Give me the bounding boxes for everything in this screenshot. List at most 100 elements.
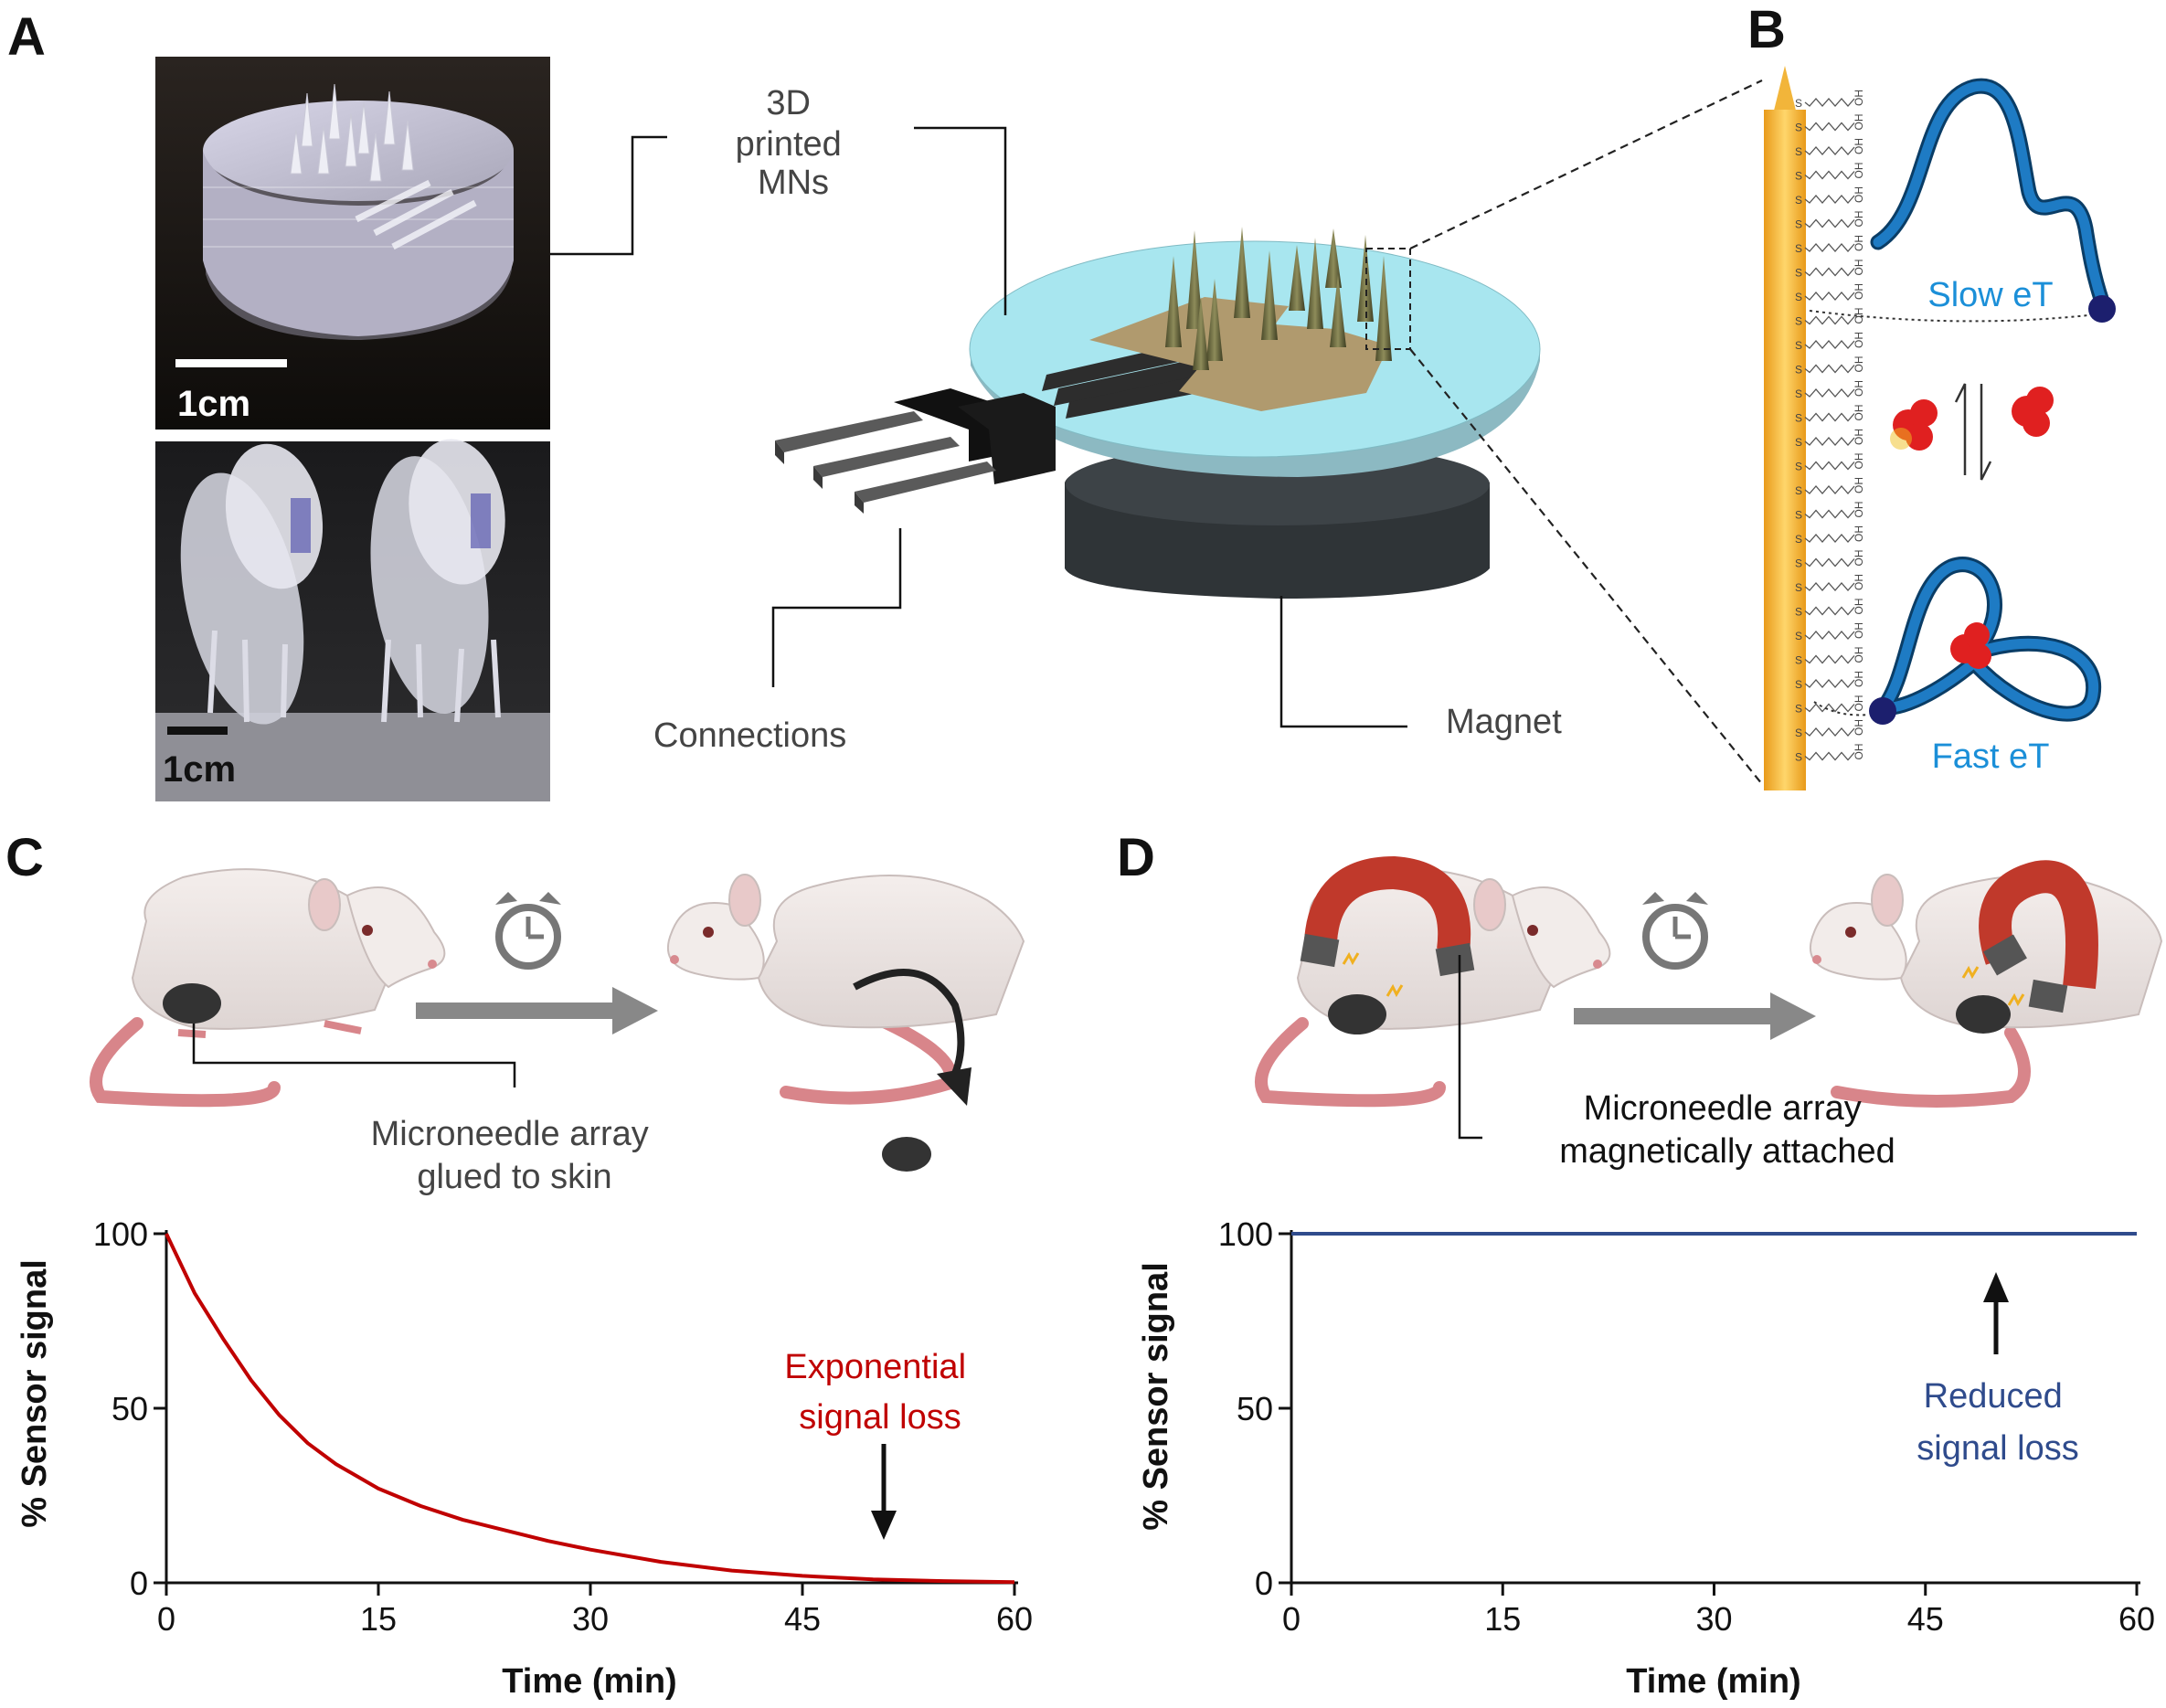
- alkane-chain: [1804, 679, 1855, 688]
- alkane-chain: [1804, 412, 1855, 422]
- alkane-chain: [1804, 315, 1855, 325]
- panel-d: D: [1117, 828, 2163, 1701]
- x-tick-label-c: 0: [157, 1600, 175, 1638]
- panel-a: A 1cm: [7, 7, 1763, 801]
- alkane-chain: [1804, 582, 1855, 591]
- panel-letter-c: C: [5, 828, 44, 887]
- hydroxyl-label: OH: [1853, 695, 1865, 712]
- x-tick-label-d: 30: [1695, 1600, 1732, 1638]
- alkane-chain: [1804, 122, 1855, 132]
- alkane-chain: [1804, 170, 1855, 180]
- ylabel-d: % Sensor signal: [1137, 1262, 1175, 1531]
- alkane-chain: [1804, 292, 1855, 301]
- hydroxyl-label: OH: [1853, 90, 1865, 106]
- alkane-chain: [1804, 654, 1855, 664]
- chart-note-d: Reduced signal loss: [1916, 1377, 2078, 1468]
- sulfur-label: S: [1795, 267, 1802, 280]
- hydroxyl-label: OH: [1853, 211, 1865, 228]
- alkane-chain: [1804, 703, 1855, 713]
- hydroxyl-label: OH: [1853, 235, 1865, 251]
- hydroxyl-label: OH: [1853, 260, 1865, 276]
- hydroxyl-label: OH: [1853, 308, 1865, 324]
- equilibrium-arrows-icon: [1954, 383, 1992, 481]
- x-tick-label-d: 15: [1484, 1600, 1521, 1638]
- alkane-chain: [1804, 727, 1855, 737]
- hydroxyl-label: OH: [1853, 283, 1865, 300]
- sulfur-label: S: [1795, 97, 1802, 110]
- hydroxyl-label: OH: [1853, 647, 1865, 663]
- hydroxyl-label: OH: [1853, 719, 1865, 736]
- hydroxyl-label: OH: [1853, 429, 1865, 445]
- y-tick-label-c: 0: [130, 1565, 148, 1602]
- hydroxyl-label: OH: [1853, 671, 1865, 687]
- x-tick-label-d: 60: [2118, 1600, 2155, 1638]
- alkane-chain: [1804, 243, 1855, 252]
- panel-letter-d: D: [1117, 828, 1155, 887]
- x-tick-label-c: 15: [360, 1600, 397, 1638]
- magnet-icon: [1300, 855, 1475, 977]
- hydroxyl-label: OH: [1853, 744, 1865, 760]
- hydroxyl-label: OH: [1853, 380, 1865, 397]
- hydroxyl-label: OH: [1853, 332, 1865, 348]
- y-tick-label-d: 0: [1255, 1565, 1273, 1602]
- x-tick-label-d: 45: [1907, 1600, 1944, 1638]
- sulfur-label: S: [1795, 339, 1802, 352]
- alkane-chain: [1804, 631, 1855, 640]
- chart-c-signal-loss: % Sensor signal Time (min) Exponential s…: [16, 1215, 1033, 1701]
- sulfur-label: S: [1795, 581, 1802, 594]
- sulfur-label: S: [1795, 436, 1802, 449]
- leader-line-c: [192, 1024, 516, 1087]
- alkane-chain: [1804, 461, 1855, 471]
- alkane-chain: [1804, 364, 1855, 374]
- photo-mn-build-plate: 1cm: [155, 439, 550, 801]
- sulfur-label: S: [1795, 242, 1802, 255]
- label-connections: Connections: [653, 716, 846, 755]
- xlabel-d: Time (min): [1626, 1662, 1800, 1701]
- annotation-magnetic: Microneedle array magnetically attached: [1559, 1089, 1895, 1171]
- alkane-chain: [1804, 195, 1855, 204]
- alkane-chain: [1804, 146, 1855, 155]
- series-line-c: [165, 1233, 1015, 1585]
- label-magnet: Magnet: [1446, 703, 1562, 741]
- hydroxyl-label: OH: [1853, 599, 1865, 615]
- annotation-glued: Microneedle array glued to skin: [371, 1115, 659, 1196]
- label-fast-et: Fast eT: [1932, 737, 2050, 776]
- alkane-chain: [1804, 340, 1855, 349]
- x-tick-label-d: 0: [1282, 1600, 1301, 1638]
- sulfur-label: S: [1795, 606, 1802, 619]
- hydroxyl-label: OH: [1853, 574, 1865, 590]
- sulfur-label: S: [1795, 461, 1802, 473]
- sulfur-label: S: [1795, 291, 1802, 303]
- panel-c: C: [5, 828, 1033, 1701]
- hydroxyl-label: OH: [1853, 138, 1865, 154]
- sulfur-label: S: [1795, 364, 1802, 377]
- sulfur-label: S: [1795, 557, 1802, 570]
- connection-pins: [775, 388, 1056, 514]
- alkane-chain: [1804, 751, 1855, 761]
- panel-letter-a: A: [7, 7, 46, 67]
- hydroxyl-label: OH: [1853, 550, 1865, 567]
- sulfur-label: S: [1795, 122, 1802, 134]
- hydroxyl-label: OH: [1853, 114, 1865, 131]
- ylabel-c: % Sensor signal: [16, 1259, 54, 1528]
- arrow-right-icon: [416, 987, 658, 1034]
- sulfur-label: S: [1795, 484, 1802, 497]
- alkane-chain: [1804, 509, 1855, 519]
- alkane-chain: [1804, 98, 1855, 107]
- target-molecule-icon-2: [2012, 387, 2054, 437]
- arrow-right-icon-d: [1574, 992, 1816, 1040]
- hydroxyl-label: OH: [1853, 163, 1865, 179]
- sulfur-label: S: [1795, 727, 1802, 739]
- hydroxyl-label: OH: [1853, 477, 1865, 493]
- hydroxyl-label: OH: [1853, 356, 1865, 373]
- sulfur-label: S: [1795, 218, 1802, 231]
- y-tick-label-d: 100: [1218, 1215, 1273, 1253]
- binding-equilibrium: [1890, 383, 2054, 481]
- alkane-chain: [1804, 388, 1855, 398]
- xlabel-c: Time (min): [502, 1662, 676, 1701]
- sulfur-label: S: [1795, 194, 1802, 207]
- hydroxyl-label: OH: [1853, 502, 1865, 518]
- arrow-up-icon: [1983, 1272, 2009, 1354]
